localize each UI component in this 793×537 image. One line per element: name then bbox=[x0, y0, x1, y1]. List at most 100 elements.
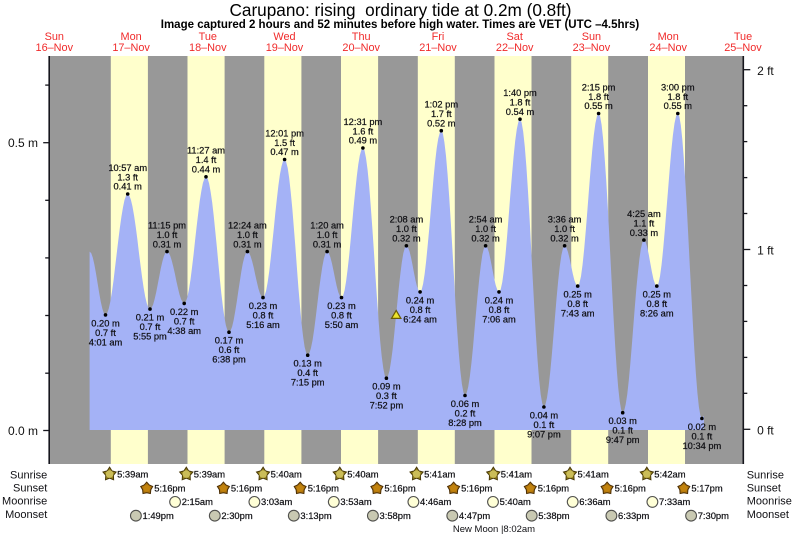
svg-text:0.17 m: 0.17 m bbox=[215, 336, 244, 346]
svg-text:Sunset: Sunset bbox=[747, 482, 781, 494]
svg-text:Sunset: Sunset bbox=[13, 482, 47, 494]
svg-text:5:16pm: 5:16pm bbox=[154, 483, 185, 494]
svg-text:2:30pm: 2:30pm bbox=[221, 510, 252, 521]
svg-text:3:36 am: 3:36 am bbox=[548, 215, 582, 225]
svg-text:4:46am: 4:46am bbox=[420, 496, 451, 507]
svg-text:0.1 ft: 0.1 ft bbox=[534, 420, 555, 430]
svg-text:7:06 am: 7:06 am bbox=[482, 314, 516, 324]
svg-text:12:24 am: 12:24 am bbox=[228, 221, 267, 231]
svg-text:Wed: Wed bbox=[273, 31, 295, 43]
svg-text:0.03 m: 0.03 m bbox=[608, 416, 637, 426]
svg-text:4:38 am: 4:38 am bbox=[167, 326, 201, 336]
svg-text:1.0 ft: 1.0 ft bbox=[475, 224, 496, 234]
svg-text:5:40am: 5:40am bbox=[271, 469, 302, 480]
svg-text:Mon: Mon bbox=[658, 31, 679, 43]
svg-text:Moonset: Moonset bbox=[747, 509, 789, 521]
svg-text:0.52 m: 0.52 m bbox=[427, 118, 456, 128]
svg-text:New Moon |8:02am: New Moon |8:02am bbox=[453, 524, 535, 535]
svg-text:12:01 pm: 12:01 pm bbox=[265, 128, 304, 138]
svg-text:9:47 pm: 9:47 pm bbox=[606, 435, 640, 445]
svg-text:Sun: Sun bbox=[45, 31, 64, 43]
svg-text:1.0 ft: 1.0 ft bbox=[554, 224, 575, 234]
svg-text:0.49 m: 0.49 m bbox=[349, 136, 378, 146]
svg-text:19–Nov: 19–Nov bbox=[266, 42, 304, 54]
svg-text:5:17pm: 5:17pm bbox=[691, 483, 722, 494]
svg-text:1.5 ft: 1.5 ft bbox=[274, 138, 295, 148]
svg-text:0.55 m: 0.55 m bbox=[664, 101, 693, 111]
svg-text:5:38pm: 5:38pm bbox=[538, 510, 569, 521]
svg-text:1:40 pm: 1:40 pm bbox=[503, 88, 537, 98]
svg-text:Sun: Sun bbox=[582, 31, 601, 43]
svg-text:21–Nov: 21–Nov bbox=[419, 42, 457, 54]
svg-text:3:00 pm: 3:00 pm bbox=[661, 82, 695, 92]
svg-text:24–Nov: 24–Nov bbox=[649, 42, 687, 54]
svg-text:22–Nov: 22–Nov bbox=[496, 42, 534, 54]
svg-text:0.55 m: 0.55 m bbox=[584, 101, 613, 111]
svg-text:5:39am: 5:39am bbox=[194, 469, 225, 480]
svg-text:18–Nov: 18–Nov bbox=[189, 42, 227, 54]
svg-text:3:03am: 3:03am bbox=[261, 496, 292, 507]
svg-text:7:52 pm: 7:52 pm bbox=[370, 401, 404, 411]
svg-text:1.6 ft: 1.6 ft bbox=[353, 126, 374, 136]
svg-text:0.31 m: 0.31 m bbox=[153, 239, 182, 249]
svg-text:11:27 am: 11:27 am bbox=[187, 146, 225, 156]
svg-text:0.54 m: 0.54 m bbox=[506, 107, 535, 117]
svg-text:0.2 ft: 0.2 ft bbox=[455, 409, 476, 419]
svg-text:5:16pm: 5:16pm bbox=[538, 483, 569, 494]
svg-text:4:47pm: 4:47pm bbox=[459, 510, 490, 521]
svg-text:8:28 pm: 8:28 pm bbox=[448, 418, 482, 428]
svg-text:Sunrise: Sunrise bbox=[10, 470, 47, 482]
svg-text:5:16pm: 5:16pm bbox=[384, 483, 415, 494]
svg-text:0.3 ft: 0.3 ft bbox=[376, 391, 397, 401]
svg-text:5:16pm: 5:16pm bbox=[461, 483, 492, 494]
svg-text:0.8 ft: 0.8 ft bbox=[567, 299, 588, 309]
svg-text:Moonrise: Moonrise bbox=[747, 496, 792, 508]
svg-text:0.0 m: 0.0 m bbox=[8, 424, 38, 438]
svg-text:Tue: Tue bbox=[734, 31, 752, 43]
svg-text:2:54 am: 2:54 am bbox=[469, 215, 503, 225]
svg-text:3:53am: 3:53am bbox=[340, 496, 371, 507]
svg-text:1.8 ft: 1.8 ft bbox=[510, 98, 531, 108]
svg-text:0.06 m: 0.06 m bbox=[451, 399, 480, 409]
svg-text:1.1 ft: 1.1 ft bbox=[634, 218, 655, 228]
svg-text:Moonset: Moonset bbox=[5, 509, 47, 521]
svg-text:25–Nov: 25–Nov bbox=[724, 42, 762, 54]
svg-text:0.44 m: 0.44 m bbox=[192, 165, 221, 175]
svg-text:0.7 ft: 0.7 ft bbox=[174, 316, 195, 326]
svg-text:0.32 m: 0.32 m bbox=[392, 234, 421, 244]
svg-text:0.04 m: 0.04 m bbox=[530, 411, 559, 421]
svg-text:0.31 m: 0.31 m bbox=[233, 239, 262, 249]
svg-text:8:26 am: 8:26 am bbox=[640, 309, 674, 319]
svg-text:0.47 m: 0.47 m bbox=[270, 147, 299, 157]
svg-text:3:58pm: 3:58pm bbox=[380, 510, 411, 521]
svg-text:0.8 ft: 0.8 ft bbox=[253, 311, 274, 321]
svg-text:0.22 m: 0.22 m bbox=[170, 307, 199, 317]
svg-text:Tue: Tue bbox=[199, 31, 217, 43]
svg-text:5:16pm: 5:16pm bbox=[308, 483, 339, 494]
svg-text:0.25 m: 0.25 m bbox=[563, 290, 592, 300]
svg-text:7:30pm: 7:30pm bbox=[698, 510, 729, 521]
svg-text:1:49pm: 1:49pm bbox=[143, 510, 174, 521]
svg-text:0.24 m: 0.24 m bbox=[485, 295, 514, 305]
svg-text:0.32 m: 0.32 m bbox=[550, 234, 579, 244]
svg-text:4:25 am: 4:25 am bbox=[627, 209, 661, 219]
svg-text:0.7 ft: 0.7 ft bbox=[95, 328, 116, 338]
svg-text:1 ft: 1 ft bbox=[757, 244, 774, 258]
svg-text:5:55 pm: 5:55 pm bbox=[133, 332, 167, 342]
svg-text:7:15 pm: 7:15 pm bbox=[291, 378, 325, 388]
svg-text:1.8 ft: 1.8 ft bbox=[588, 92, 609, 102]
svg-text:0 ft: 0 ft bbox=[757, 424, 774, 438]
svg-text:6:36am: 6:36am bbox=[579, 496, 610, 507]
svg-text:5:41am: 5:41am bbox=[578, 469, 609, 480]
svg-text:20–Nov: 20–Nov bbox=[342, 42, 380, 54]
svg-text:0.24 m: 0.24 m bbox=[406, 295, 435, 305]
svg-text:7:43 am: 7:43 am bbox=[561, 309, 595, 319]
svg-text:16–Nov: 16–Nov bbox=[36, 42, 74, 54]
svg-text:Sunrise: Sunrise bbox=[747, 470, 784, 482]
svg-text:10:57 am: 10:57 am bbox=[108, 163, 147, 173]
svg-text:1:02 pm: 1:02 pm bbox=[425, 100, 459, 110]
svg-text:0.31 m: 0.31 m bbox=[313, 239, 342, 249]
svg-text:2:08 am: 2:08 am bbox=[390, 215, 424, 225]
svg-text:0.02 m: 0.02 m bbox=[688, 422, 717, 432]
svg-text:0.8 ft: 0.8 ft bbox=[410, 305, 431, 315]
